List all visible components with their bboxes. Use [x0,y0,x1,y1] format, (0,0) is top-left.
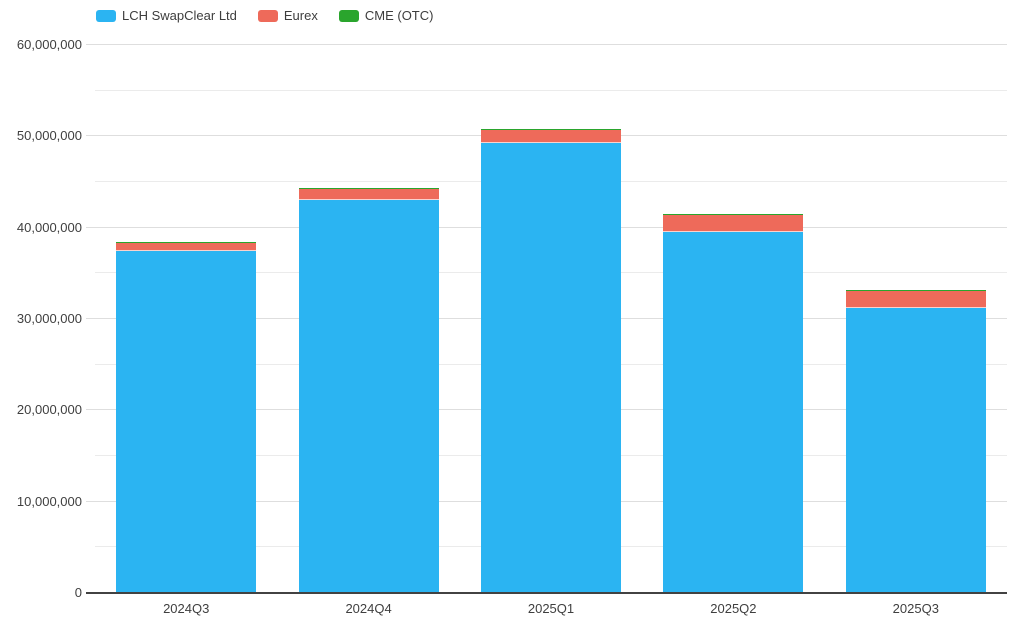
bar-group-2024q4[interactable] [298,187,439,593]
x-axis-label-2024q4: 2024Q4 [345,601,392,616]
y-axis-tick-label: 0 [74,585,82,600]
bar-segment-eurex-2024q4[interactable] [298,188,439,201]
legend-item-eurex[interactable]: Eurex [257,8,318,23]
bar-group-2025q1[interactable] [481,128,621,593]
bar-segment-eurex-2024q3[interactable] [116,242,257,251]
bar-segment-eurex-2025q3[interactable] [845,290,986,309]
bar-segment-cme-otc-2025q3[interactable] [845,289,986,291]
bar-segment-eurex-2025q2[interactable] [663,215,804,232]
legend-swatch-icon [257,9,278,22]
legend-swatch-icon [96,9,116,22]
bar-group-2025q2[interactable] [663,214,804,593]
y-axis-tick-label: 40,000,000 [16,219,82,235]
x-axis-label-2025q1: 2025Q1 [527,601,575,616]
y-axis-tick-label: 10,000,000 [16,493,82,509]
bar-segment-lch-swapclear-ltd-2024q3[interactable] [116,250,257,593]
bar-segment-cme-otc-2025q1[interactable] [481,128,621,130]
legend-swatch-icon [338,9,359,22]
y-axis-tick-label: 30,000,000 [16,311,82,326]
bar-group-2024q3[interactable] [116,241,257,593]
bar-segment-cme-otc-2024q3[interactable] [116,241,257,243]
legend-item-lch-swapclear-ltd[interactable]: LCH SwapClear Ltd [96,8,237,23]
gridline-major [86,44,1007,45]
bar-segment-cme-otc-2025q2[interactable] [663,214,804,216]
bar-segment-lch-swapclear-ltd-2025q3[interactable] [845,308,986,593]
x-axis-label-2024q3: 2024Q3 [163,601,210,616]
bar-segment-lch-swapclear-ltd-2025q1[interactable] [481,143,621,593]
x-axis-label-2025q3: 2025Q3 [892,601,939,616]
x-axis-line [86,592,1007,594]
y-axis-tick-label: 20,000,000 [16,402,82,418]
y-axis-tick-label: 50,000,000 [16,128,82,144]
legend-label: LCH SwapClear Ltd [122,8,237,23]
plot-area [86,44,1007,594]
legend-label: CME (OTC) [364,8,434,23]
bar-segment-lch-swapclear-ltd-2024q4[interactable] [298,200,439,593]
legend-item-cme-otc[interactable]: CME (OTC) [338,8,434,23]
bar-segment-eurex-2025q1[interactable] [481,129,621,144]
bar-group-2025q3[interactable] [845,289,986,593]
legend-label: Eurex [283,8,318,23]
x-axis-label-2025q2: 2025Q2 [710,601,757,616]
legend: LCH SwapClear Ltd Eurex CME (OTC) [96,8,433,23]
bar-segment-cme-otc-2024q4[interactable] [298,187,439,189]
y-axis-tick-label: 60,000,000 [16,37,82,52]
gridline-minor [95,89,1007,91]
bar-segment-lch-swapclear-ltd-2025q2[interactable] [663,231,804,593]
